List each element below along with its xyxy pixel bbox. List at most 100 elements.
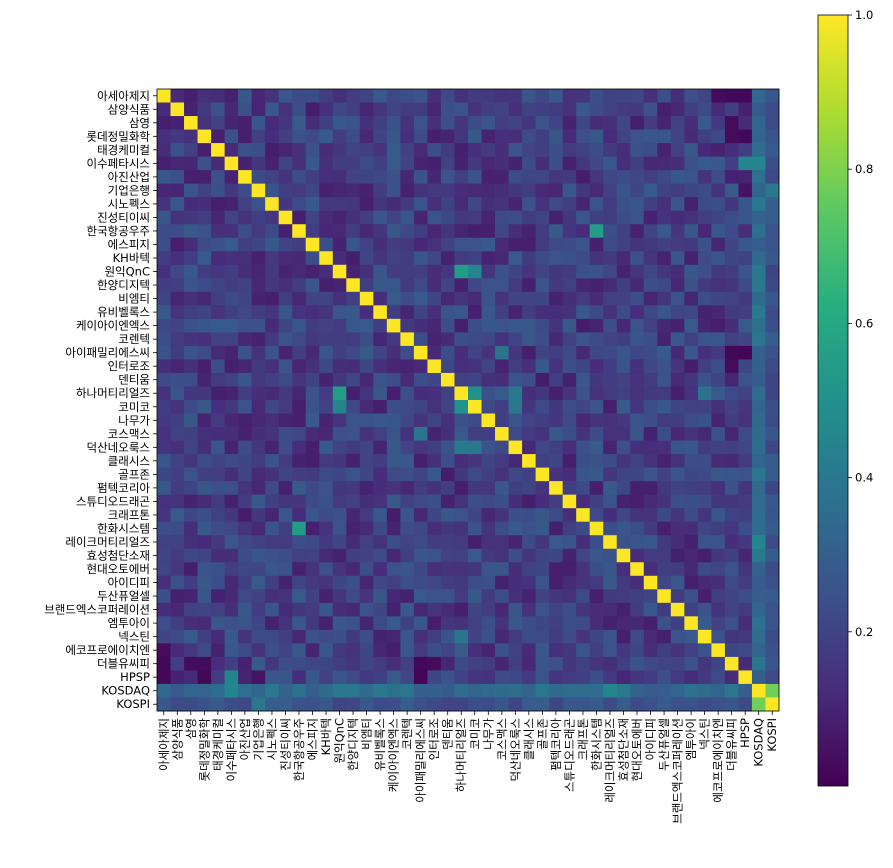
heatmap-cell bbox=[603, 602, 618, 617]
heatmap-cell bbox=[292, 562, 307, 577]
heatmap-cell bbox=[224, 318, 239, 333]
heatmap-cell bbox=[643, 656, 658, 671]
heatmap-cell bbox=[549, 643, 564, 658]
heatmap-cell bbox=[562, 548, 577, 563]
heatmap-cell bbox=[751, 481, 766, 496]
heatmap-cell bbox=[562, 332, 577, 347]
heatmap-cell bbox=[522, 629, 537, 644]
heatmap-cell bbox=[413, 494, 428, 509]
heatmap-cell bbox=[535, 629, 550, 644]
heatmap-cell bbox=[427, 372, 442, 387]
heatmap-cell bbox=[684, 143, 699, 158]
heatmap-cell bbox=[724, 413, 739, 428]
heatmap-cell bbox=[616, 413, 631, 428]
heatmap-cell bbox=[373, 400, 388, 414]
heatmap-cell bbox=[765, 535, 780, 550]
heatmap-cell bbox=[386, 318, 401, 333]
heatmap-cell bbox=[184, 683, 198, 698]
heatmap-cell bbox=[413, 535, 428, 550]
heatmap-cell bbox=[589, 224, 604, 239]
heatmap-cell bbox=[157, 589, 171, 604]
heatmap-cell bbox=[413, 318, 428, 333]
heatmap-cell bbox=[440, 575, 455, 590]
heatmap-cell bbox=[657, 156, 672, 171]
heatmap-cell bbox=[468, 89, 482, 103]
heatmap-cell bbox=[359, 156, 374, 171]
heatmap-cell bbox=[495, 237, 509, 252]
heatmap-cell bbox=[630, 332, 645, 347]
heatmap-cell bbox=[697, 521, 712, 536]
heatmap-cell bbox=[319, 156, 334, 171]
heatmap-cell bbox=[197, 481, 212, 496]
heatmap-cell bbox=[251, 562, 266, 577]
y-tick-label: 시노펙스 bbox=[108, 197, 150, 211]
heatmap-cell bbox=[346, 494, 361, 509]
heatmap-cell bbox=[724, 656, 739, 671]
heatmap-cell bbox=[170, 643, 185, 658]
heatmap-cell bbox=[481, 359, 496, 374]
heatmap-cell bbox=[170, 521, 185, 536]
heatmap-cell bbox=[346, 143, 361, 158]
heatmap-cell bbox=[724, 332, 739, 347]
heatmap-cell bbox=[643, 386, 658, 401]
heatmap-cell bbox=[211, 548, 226, 563]
heatmap-cell bbox=[630, 697, 645, 712]
heatmap-cell bbox=[170, 670, 185, 685]
heatmap-cell bbox=[481, 535, 496, 550]
heatmap-cell bbox=[332, 291, 347, 306]
heatmap-cell bbox=[157, 183, 171, 198]
heatmap-cell bbox=[630, 318, 645, 333]
heatmap-cell bbox=[697, 224, 712, 239]
heatmap-cell bbox=[197, 643, 212, 658]
heatmap-cell bbox=[495, 318, 509, 333]
heatmap-cell bbox=[589, 305, 604, 320]
heatmap-cell bbox=[238, 129, 253, 144]
heatmap-cell bbox=[224, 670, 239, 685]
heatmap-cell bbox=[278, 521, 293, 536]
heatmap-cell bbox=[211, 521, 226, 536]
heatmap-cell bbox=[184, 575, 198, 590]
heatmap-cell bbox=[697, 697, 712, 712]
heatmap-cell bbox=[373, 656, 388, 671]
heatmap-cell bbox=[319, 467, 334, 482]
heatmap-cell bbox=[643, 372, 658, 387]
heatmap-cell bbox=[454, 521, 469, 536]
heatmap-cell bbox=[481, 170, 496, 185]
heatmap-cell bbox=[481, 602, 496, 617]
heatmap-cell bbox=[765, 602, 780, 617]
heatmap-cell bbox=[522, 427, 537, 441]
heatmap-cell bbox=[522, 440, 537, 455]
heatmap-cell bbox=[319, 332, 334, 347]
heatmap-cell bbox=[751, 251, 766, 266]
heatmap-cell bbox=[170, 197, 185, 212]
heatmap-cell bbox=[359, 413, 374, 428]
heatmap-cell bbox=[386, 102, 401, 117]
heatmap-cell bbox=[359, 440, 374, 455]
heatmap-cell bbox=[211, 197, 226, 212]
heatmap-cell bbox=[251, 102, 266, 117]
heatmap-cell bbox=[251, 170, 266, 185]
heatmap-cell bbox=[724, 562, 739, 577]
heatmap-cell bbox=[386, 156, 401, 171]
heatmap-cell bbox=[616, 129, 631, 144]
heatmap-cell bbox=[697, 643, 712, 658]
heatmap-cell bbox=[765, 224, 780, 239]
heatmap-cell bbox=[616, 575, 631, 590]
heatmap-cell bbox=[751, 156, 766, 171]
heatmap-cell bbox=[400, 535, 415, 550]
heatmap-cell bbox=[495, 102, 509, 117]
heatmap-cell bbox=[630, 589, 645, 604]
heatmap-cell bbox=[332, 629, 347, 644]
heatmap-cell bbox=[549, 197, 564, 212]
heatmap-cell bbox=[684, 440, 699, 455]
heatmap-cell bbox=[657, 427, 672, 441]
heatmap-cell bbox=[224, 102, 239, 117]
heatmap-cell bbox=[346, 670, 361, 685]
heatmap-cell bbox=[562, 629, 577, 644]
heatmap-cell bbox=[508, 129, 523, 144]
heatmap-cell bbox=[332, 197, 347, 212]
heatmap-cell bbox=[359, 670, 374, 685]
heatmap-cell bbox=[305, 494, 320, 509]
heatmap-cell bbox=[346, 508, 361, 523]
heatmap-cell bbox=[454, 318, 469, 333]
